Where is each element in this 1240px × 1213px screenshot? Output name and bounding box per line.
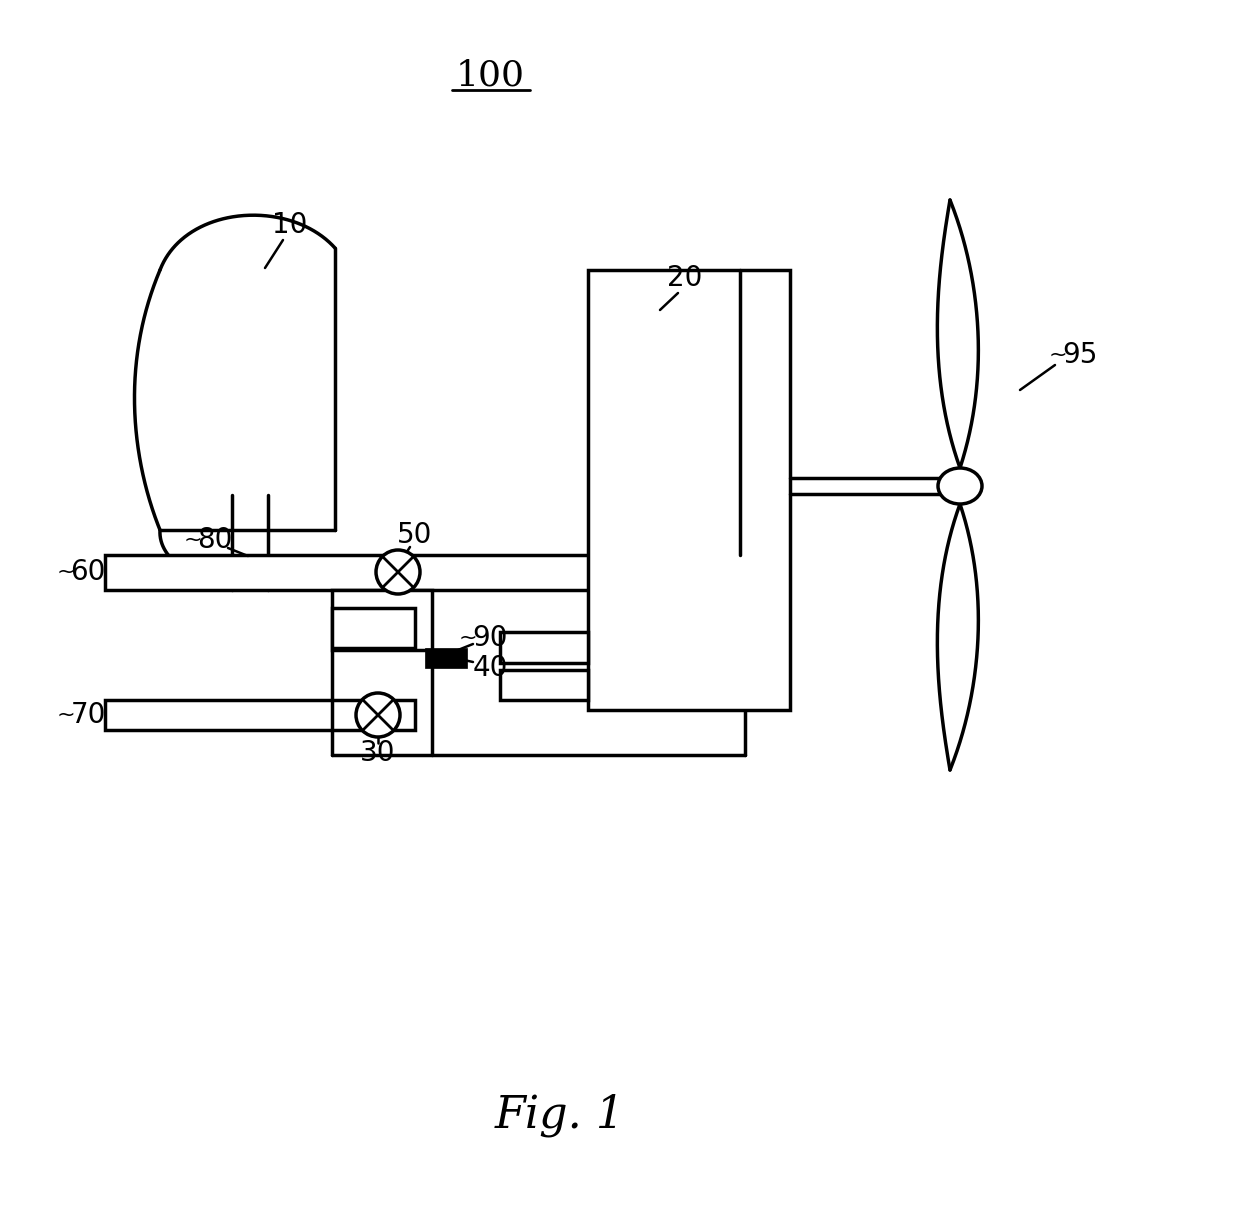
Circle shape	[376, 549, 420, 594]
Text: 60: 60	[71, 558, 105, 586]
Text: ~: ~	[459, 628, 477, 648]
Text: 70: 70	[71, 701, 105, 729]
Text: 30: 30	[361, 739, 396, 767]
Text: ~: ~	[184, 530, 202, 549]
Ellipse shape	[937, 468, 982, 503]
Text: ~: ~	[57, 562, 76, 582]
Text: 90: 90	[472, 623, 507, 653]
Text: ~: ~	[1049, 344, 1068, 365]
Bar	[332, 608, 415, 648]
Bar	[500, 670, 588, 700]
Text: 95: 95	[1063, 341, 1097, 369]
Text: 40: 40	[472, 654, 507, 682]
Bar	[105, 700, 415, 730]
Text: 20: 20	[667, 264, 703, 292]
Text: 10: 10	[273, 211, 308, 239]
Text: 50: 50	[397, 522, 433, 549]
Circle shape	[356, 693, 401, 738]
Bar	[425, 648, 467, 668]
Text: ~: ~	[57, 705, 76, 725]
Text: 100: 100	[455, 58, 525, 92]
Bar	[500, 632, 588, 664]
Bar	[588, 270, 790, 710]
Bar	[332, 590, 432, 650]
Text: Fig. 1: Fig. 1	[495, 1093, 625, 1137]
Bar	[105, 556, 740, 590]
Text: 80: 80	[197, 526, 233, 554]
